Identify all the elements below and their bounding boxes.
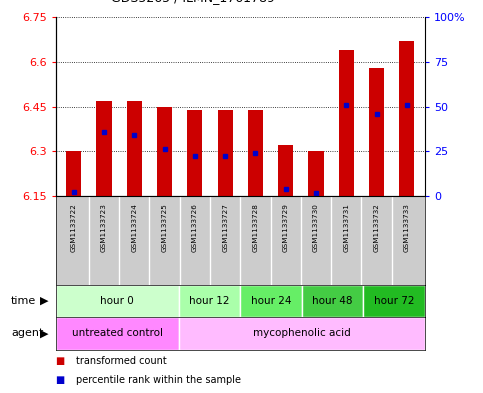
Bar <box>217 110 233 196</box>
Text: GSM1133725: GSM1133725 <box>162 203 168 252</box>
Text: GSM1133723: GSM1133723 <box>101 203 107 252</box>
Text: GSM1133727: GSM1133727 <box>222 203 228 252</box>
Bar <box>56 317 179 350</box>
Text: mycophenolic acid: mycophenolic acid <box>253 329 351 338</box>
Text: ■: ■ <box>56 375 65 385</box>
Bar <box>278 145 293 196</box>
Text: GSM1133732: GSM1133732 <box>373 203 380 252</box>
Text: hour 12: hour 12 <box>189 296 230 306</box>
Bar <box>97 101 112 196</box>
Text: hour 24: hour 24 <box>251 296 291 306</box>
Text: percentile rank within the sample: percentile rank within the sample <box>76 375 241 385</box>
Text: hour 48: hour 48 <box>313 296 353 306</box>
Bar <box>364 285 425 317</box>
Text: GSM1133726: GSM1133726 <box>192 203 198 252</box>
Text: GSM1133731: GSM1133731 <box>343 203 349 252</box>
Bar <box>56 285 179 317</box>
Bar <box>248 110 263 196</box>
Text: ▶: ▶ <box>40 296 49 306</box>
Text: ■: ■ <box>56 356 65 366</box>
Text: GSM1133729: GSM1133729 <box>283 203 289 252</box>
Text: hour 72: hour 72 <box>374 296 414 306</box>
Text: hour 0: hour 0 <box>100 296 134 306</box>
Text: GSM1133728: GSM1133728 <box>253 203 258 252</box>
Bar <box>241 285 302 317</box>
Bar <box>187 110 202 196</box>
Text: untreated control: untreated control <box>71 329 163 338</box>
Text: GSM1133724: GSM1133724 <box>131 203 137 252</box>
Text: GSM1133722: GSM1133722 <box>71 203 77 252</box>
Text: time: time <box>11 296 36 306</box>
Bar <box>179 285 240 317</box>
Text: transformed count: transformed count <box>76 356 167 366</box>
Bar <box>302 285 364 317</box>
Text: ▶: ▶ <box>40 329 49 338</box>
Text: agent: agent <box>11 329 43 338</box>
Bar <box>66 151 81 196</box>
Bar <box>157 107 172 196</box>
Bar <box>179 317 425 350</box>
Bar <box>339 50 354 196</box>
Text: GSM1133733: GSM1133733 <box>404 203 410 252</box>
Bar <box>127 101 142 196</box>
Text: GSM1133730: GSM1133730 <box>313 203 319 252</box>
Bar <box>369 68 384 196</box>
Bar <box>399 41 414 196</box>
Text: GDS5265 / ILMN_1761789: GDS5265 / ILMN_1761789 <box>111 0 275 4</box>
Bar <box>309 151 324 196</box>
